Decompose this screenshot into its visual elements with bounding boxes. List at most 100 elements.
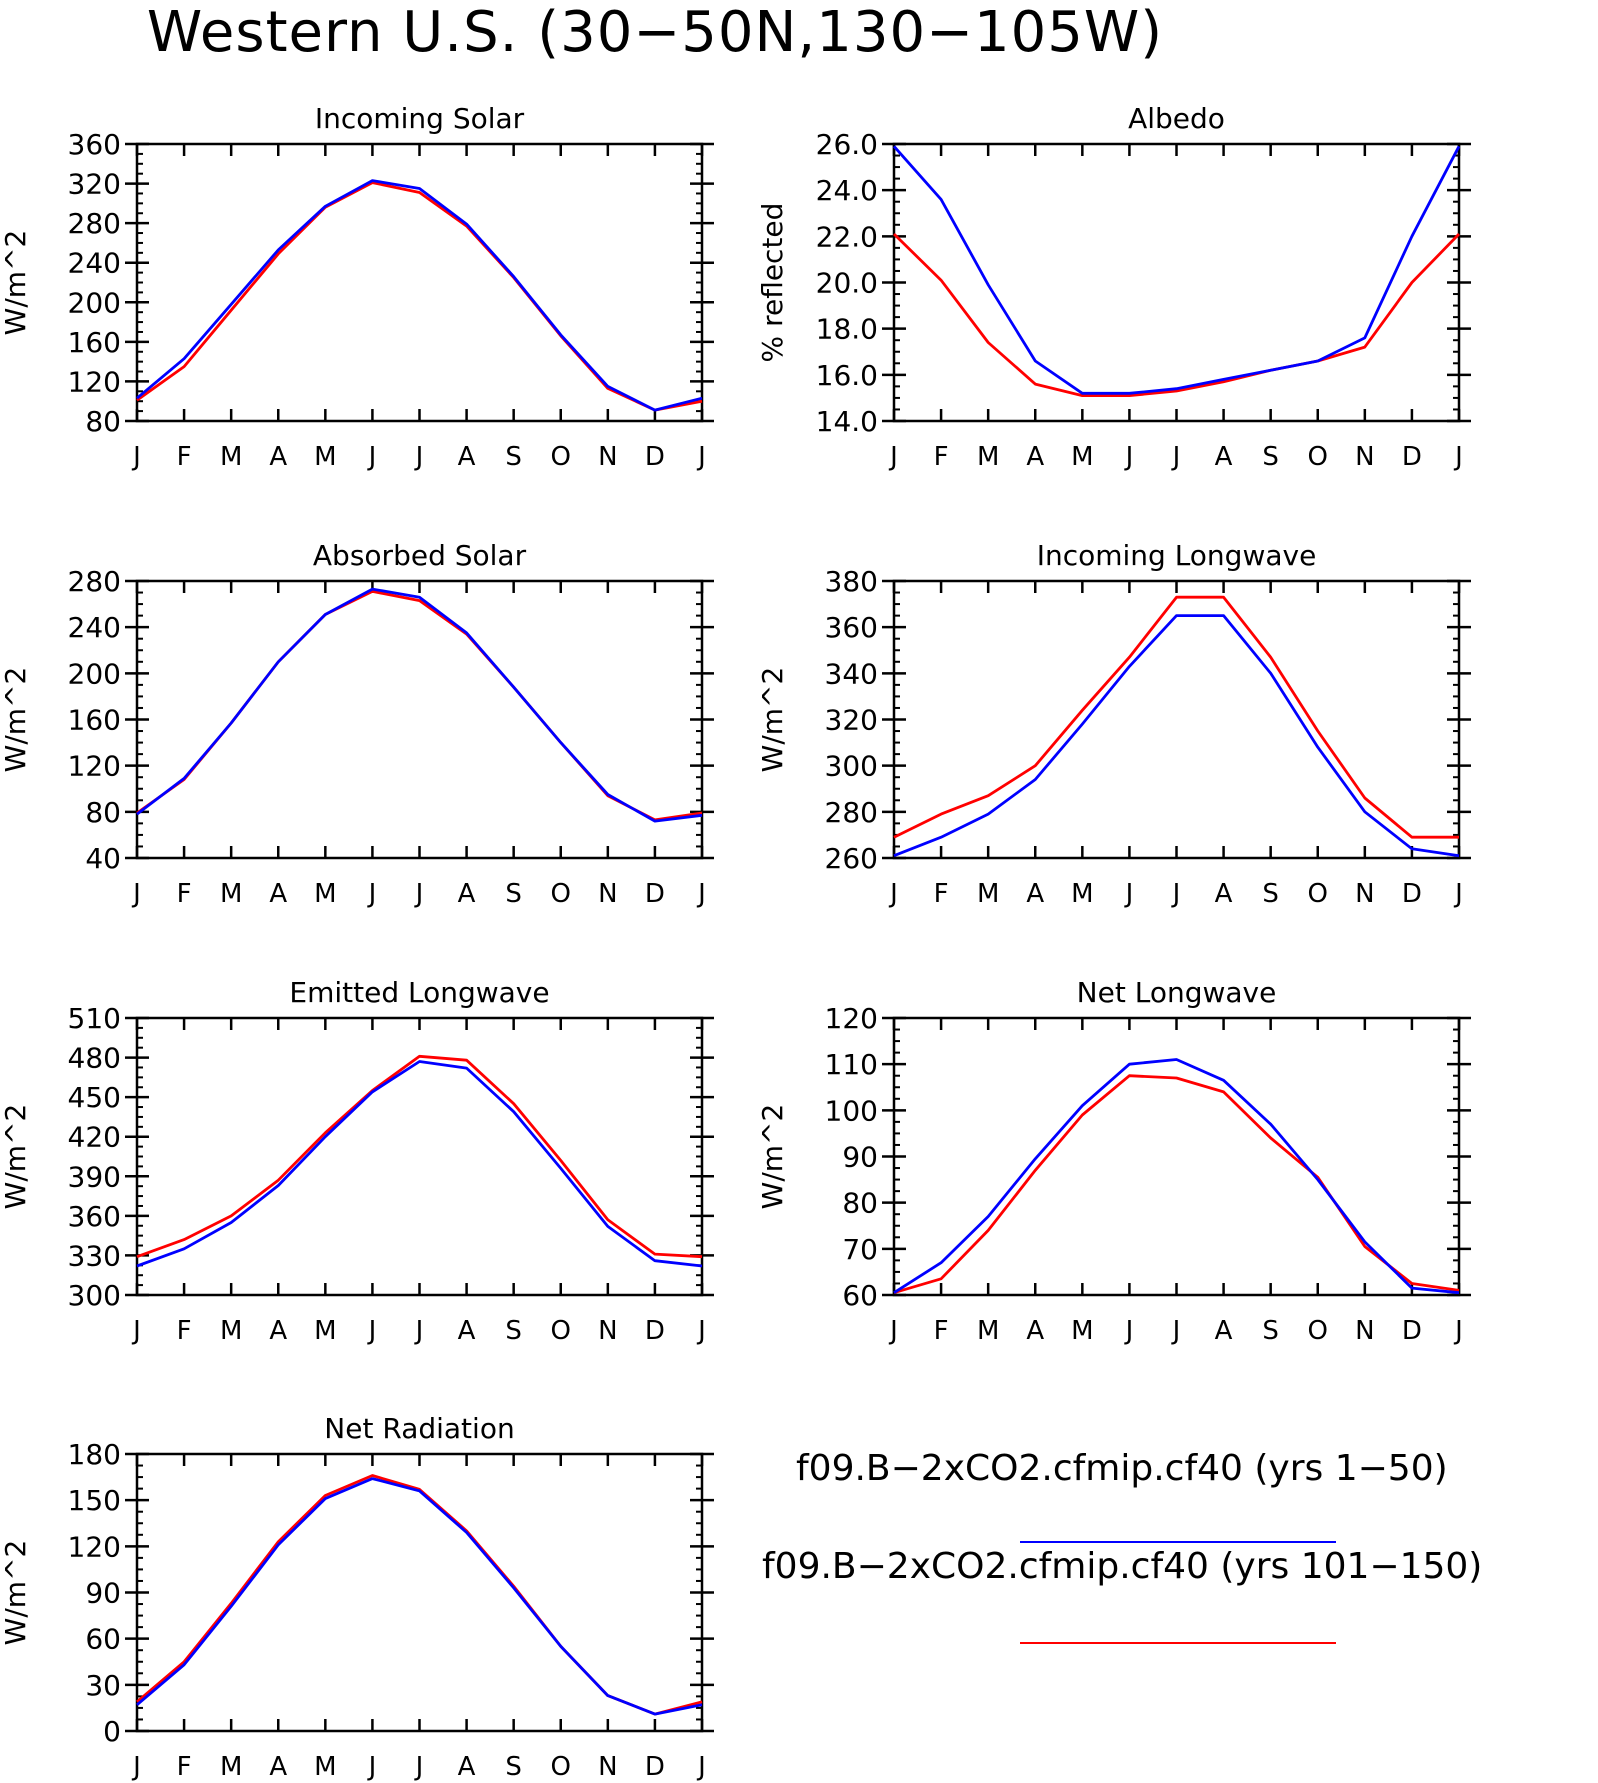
legend-line-series-1 (1020, 1541, 1336, 1543)
y-tick-label: 360 (825, 611, 878, 644)
x-tick-label: N (1355, 1316, 1374, 1346)
y-tick-label: 18.0 (816, 313, 878, 346)
y-tick-label: 360 (68, 128, 121, 161)
y-tick-label: 320 (68, 168, 121, 201)
series-line-1 (893, 1058, 1460, 1295)
x-tick-label: A (458, 1316, 476, 1346)
x-tick-label: J (414, 1752, 424, 1782)
y-tick-label: 80 (85, 405, 121, 438)
x-tick-label: F (177, 1752, 192, 1782)
x-tick-label: M (220, 879, 242, 909)
series-line-1 (136, 587, 703, 823)
legend-label-series-1: f09.B−2xCO2.cfmip.cf40 (yrs 1−50) (796, 1448, 1448, 1489)
x-tick-label: A (1026, 1316, 1044, 1346)
y-tick-label: 14.0 (816, 405, 878, 438)
y-tick-label: 340 (825, 657, 878, 690)
x-tick-label: A (269, 1752, 287, 1782)
x-tick-label: S (1262, 442, 1279, 472)
x-tick-label: J (367, 879, 377, 909)
x-tick-label: O (551, 879, 571, 909)
x-tick-label: O (551, 1316, 571, 1346)
x-tick-label: M (1071, 442, 1093, 472)
x-tick-label: F (934, 1316, 949, 1346)
y-tick-label: 480 (68, 1042, 121, 1075)
x-tick-label: J (1453, 1316, 1463, 1346)
y-tick-label: 420 (68, 1121, 121, 1154)
y-tick-label: 60 (85, 1623, 121, 1656)
y-tick-label: 120 (825, 1002, 878, 1035)
x-tick-label: S (1262, 879, 1279, 909)
chart-title: Incoming Longwave (1037, 539, 1317, 572)
y-tick-label: 80 (85, 796, 121, 829)
x-tick-label: F (177, 442, 192, 472)
y-axis-label: W/m^2 (756, 667, 789, 773)
series-line-2 (136, 1054, 703, 1259)
x-tick-label: J (696, 442, 706, 472)
series-line-2 (893, 595, 1459, 839)
x-tick-label: A (269, 1316, 287, 1346)
series-line-2 (136, 590, 703, 822)
x-tick-label: M (314, 1316, 336, 1346)
chart-title: Incoming Solar (315, 102, 525, 135)
series-line-1 (136, 1060, 703, 1268)
y-tick-label: 330 (68, 1239, 121, 1272)
y-axis-label: % reflected (756, 203, 789, 363)
y-tick-label: 24.0 (816, 174, 878, 207)
chart-panel-4: J F M A M J J A S O N D J260280300320340360380Incomi… (756, 539, 1471, 909)
y-tick-label: 240 (68, 611, 121, 644)
x-tick-label: M (1071, 1316, 1093, 1346)
y-axis-label: W/m^2 (0, 1104, 32, 1210)
y-tick-label: 22.0 (816, 220, 878, 253)
y-axis-label: W/m^2 (0, 667, 32, 773)
series-line-2 (136, 1474, 703, 1716)
y-axis-label: W/m^2 (0, 230, 32, 336)
series-line-1 (893, 614, 1460, 858)
y-tick-label: 30 (85, 1669, 121, 1702)
x-tick-label: J (696, 1316, 706, 1346)
y-tick-label: 90 (85, 1577, 121, 1610)
x-tick-label: J (1453, 879, 1463, 909)
plot-frame (892, 142, 1461, 423)
x-tick-label: A (458, 1752, 476, 1782)
y-tick-label: 380 (825, 565, 878, 598)
y-tick-label: 450 (68, 1081, 121, 1114)
x-tick-label: A (269, 879, 287, 909)
x-tick-label: J (696, 879, 706, 909)
y-tick-label: 26.0 (816, 128, 878, 161)
x-tick-label: S (505, 442, 522, 472)
x-tick-label: O (551, 1752, 571, 1782)
page-title: Western U.S. (30−50N,130−105W) (146, 0, 1164, 65)
x-tick-label: O (1308, 442, 1328, 472)
x-tick-label: J (1124, 879, 1134, 909)
legend-label-series-2: f09.B−2xCO2.cfmip.cf40 (yrs 101−150) (762, 1546, 1483, 1587)
y-tick-label: 20.0 (816, 267, 878, 300)
y-tick-label: 120 (68, 365, 121, 398)
x-tick-label: N (1355, 442, 1374, 472)
y-tick-label: 110 (825, 1048, 878, 1081)
plot-frame (135, 142, 704, 423)
x-tick-label: D (1402, 1316, 1422, 1346)
chart-title: Absorbed Solar (313, 539, 527, 572)
x-tick-label: A (458, 879, 476, 909)
x-tick-label: J (367, 1752, 377, 1782)
chart-panel-5: J F M A M J J A S O N D J300330360390420450480510Emi… (0, 976, 714, 1346)
y-tick-label: 390 (68, 1160, 121, 1193)
x-tick-label: N (1355, 879, 1374, 909)
y-tick-label: 300 (68, 1279, 121, 1312)
y-tick-label: 160 (68, 704, 121, 737)
x-tick-label: A (269, 442, 287, 472)
x-tick-label: J (131, 1316, 141, 1346)
x-tick-label: S (505, 1752, 522, 1782)
chart-title: Emitted Longwave (289, 976, 549, 1009)
y-tick-label: 70 (842, 1233, 878, 1266)
x-tick-label: M (977, 442, 999, 472)
x-tick-label: J (367, 1316, 377, 1346)
y-tick-label: 200 (68, 286, 121, 319)
x-tick-label: M (220, 1316, 242, 1346)
series-line-2 (136, 181, 703, 412)
y-tick-label: 300 (825, 750, 878, 783)
plot-frame (892, 579, 1461, 860)
